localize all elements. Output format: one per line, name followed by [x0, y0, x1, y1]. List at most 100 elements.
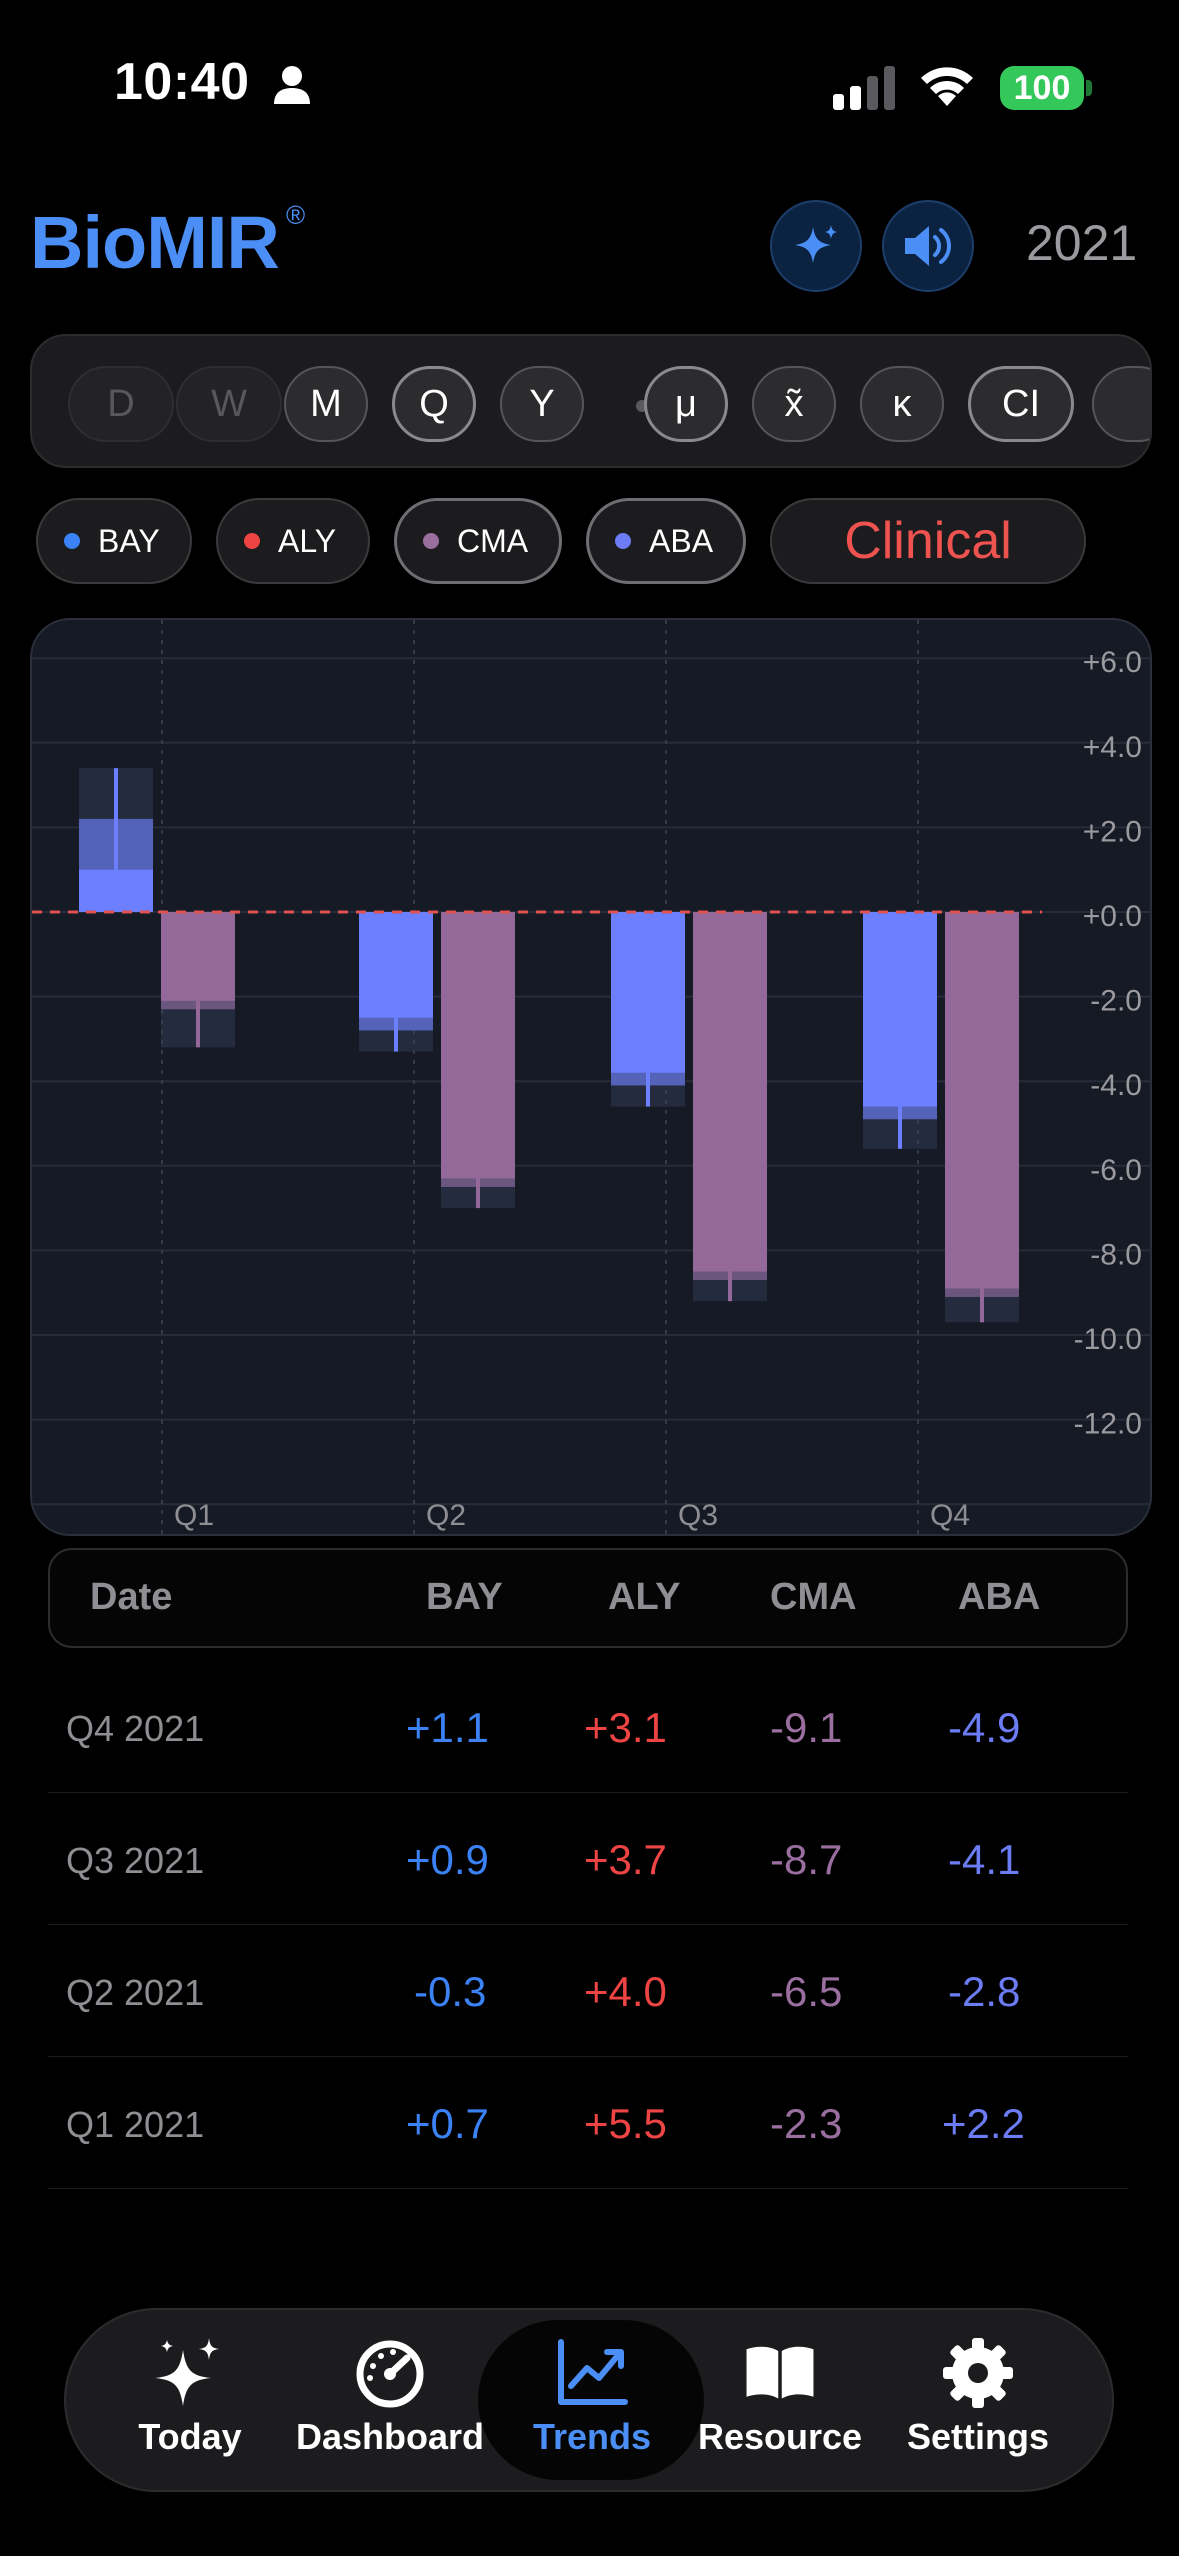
row-aly: +3.7: [584, 1836, 667, 1883]
row-cma: -6.5: [770, 1968, 843, 2015]
table-row[interactable]: Q2 2021 -0.3 +4.0 -6.5 -2.8: [48, 1924, 1128, 2057]
period-week-button[interactable]: W: [176, 366, 282, 442]
legend-label: ALY: [278, 522, 337, 559]
y-tick-label: -8.0: [1090, 1238, 1142, 1271]
y-tick-label: +2.0: [1083, 815, 1142, 848]
year-label[interactable]: 2021: [1026, 215, 1138, 271]
gear-icon: [943, 2338, 1013, 2408]
row-aba: -4.9: [948, 1704, 1021, 1751]
battery-indicator: 100: [1000, 66, 1092, 110]
status-time: 10:40: [114, 53, 250, 111]
sparkles-icon: [795, 225, 837, 263]
row-bay: +1.1: [406, 1704, 489, 1751]
bar-cma: [161, 912, 235, 1010]
series-dot: [615, 533, 631, 549]
table-header: Date BAY ALY CMA ABA: [48, 1548, 1128, 1648]
legend-label: CMA: [457, 522, 529, 559]
x-tick-label: Q3: [678, 1499, 718, 1532]
y-tick-label: +0.0: [1083, 900, 1142, 933]
tab-label: Resource: [697, 2416, 863, 2457]
series-dot: [64, 533, 80, 549]
y-tick-label: -6.0: [1090, 1154, 1142, 1187]
series-dot: [244, 533, 260, 549]
legend-chip-cma[interactable]: CMA: [394, 498, 562, 584]
x-tick-label: Q2: [426, 1499, 466, 1532]
app-brand: BioMIR: [30, 201, 280, 284]
y-tick-label: -10.0: [1074, 1323, 1142, 1356]
y-tick-label: -4.0: [1090, 1069, 1142, 1102]
bar-cma: [693, 912, 767, 1281]
stat-kappa-button[interactable]: κ: [860, 366, 944, 442]
tab-label: Trends: [532, 2416, 652, 2457]
row-cma: -2.3: [770, 2100, 843, 2147]
y-tick-label: -12.0: [1074, 1408, 1142, 1441]
y-tick-label: -2.0: [1090, 985, 1142, 1018]
stat-median-button[interactable]: x̃: [752, 366, 836, 442]
row-date: Q1 2021: [66, 2104, 205, 2145]
period-day-button[interactable]: D: [68, 366, 174, 442]
tab-label: Today: [138, 2416, 242, 2457]
battery-level: 100: [1013, 69, 1071, 107]
period-quarter-button[interactable]: Q: [392, 366, 476, 442]
tab-today[interactable]: Today: [80, 2330, 300, 2480]
y-tick-label: +6.0: [1083, 646, 1142, 679]
table-row[interactable]: Q4 2021 +1.1 +3.1 -9.1 -4.9: [48, 1660, 1128, 1793]
bar-cma: [945, 912, 1019, 1297]
table-row[interactable]: Q3 2021 +0.9 +3.7 -8.7 -4.1: [48, 1792, 1128, 1925]
row-bay: +0.9: [406, 1836, 489, 1883]
header-date: Date: [90, 1576, 173, 1618]
tab-label: Dashboard: [295, 2416, 485, 2457]
row-bay: -0.3: [414, 1968, 487, 2015]
row-bay: +0.7: [406, 2100, 489, 2147]
header-cma: CMA: [770, 1576, 857, 1618]
period-year-button[interactable]: Y: [500, 366, 584, 442]
book-icon: [746, 2346, 814, 2399]
x-tick-label: Q4: [930, 1499, 970, 1532]
row-date: Q2 2021: [66, 1972, 205, 2013]
row-date: Q4 2021: [66, 1708, 205, 1749]
ai-sparkle-button[interactable]: [770, 200, 862, 292]
wifi-icon: [921, 67, 973, 106]
period-selector: D W M Q Y μ x̃ κ CI: [30, 334, 1152, 468]
tab-resource[interactable]: Resource: [670, 2330, 890, 2480]
tab-label: Settings: [906, 2416, 1049, 2457]
sparkles-icon: [155, 2338, 219, 2406]
row-date: Q3 2021: [66, 1840, 205, 1881]
cellular-signal-icon: [833, 66, 895, 110]
row-aly: +5.5: [584, 2100, 667, 2147]
speaker-icon: [905, 226, 951, 266]
period-month-button[interactable]: M: [284, 366, 368, 442]
legend-chip-aly[interactable]: ALY: [216, 498, 370, 584]
bar-chart-svg: +6.0 +4.0 +2.0 +0.0 -2.0 -4.0 -6.0 -8.0 -10.0 -12…: [32, 620, 1150, 1534]
bar-aba: [863, 912, 937, 1120]
header-aba: ABA: [958, 1576, 1041, 1618]
stat-mean-button[interactable]: μ: [644, 366, 728, 442]
row-aba: -2.8: [948, 1968, 1021, 2015]
tab-settings[interactable]: Settings: [868, 2330, 1088, 2480]
legend-chip-bay[interactable]: BAY: [36, 498, 192, 584]
audio-button[interactable]: [882, 200, 974, 292]
chart-line-icon: [558, 2339, 628, 2405]
legend-label: ABA: [649, 522, 714, 559]
legend-chip-aba[interactable]: ABA: [586, 498, 746, 584]
x-tick-label: Q1: [174, 1499, 214, 1532]
y-tick-label: +4.0: [1083, 731, 1142, 764]
clinical-button[interactable]: Clinical: [770, 498, 1086, 584]
row-aly: +3.1: [584, 1704, 667, 1751]
bar-aba: [359, 912, 433, 1031]
row-cma: -8.7: [770, 1836, 843, 1883]
header-aly: ALY: [608, 1576, 681, 1618]
tab-trends[interactable]: Trends: [482, 2330, 702, 2480]
gauge-icon: [356, 2340, 424, 2408]
row-cma: -9.1: [770, 1704, 843, 1751]
trend-chart: +6.0 +4.0 +2.0 +0.0 -2.0 -4.0 -6.0 -8.0 -10.0 -12…: [30, 618, 1152, 1536]
tab-dashboard[interactable]: Dashboard: [280, 2330, 500, 2480]
table-row[interactable]: Q1 2021 +0.7 +5.5 -2.3 +2.2: [48, 2056, 1128, 2189]
period-more-button[interactable]: [1092, 366, 1150, 442]
row-aba: -4.1: [948, 1836, 1021, 1883]
row-aba: +2.2: [942, 2100, 1025, 2147]
header-bay: BAY: [426, 1576, 503, 1618]
bar-aba: [611, 912, 685, 1086]
bar-cma: [441, 912, 515, 1187]
stat-ci-button[interactable]: CI: [968, 366, 1074, 442]
